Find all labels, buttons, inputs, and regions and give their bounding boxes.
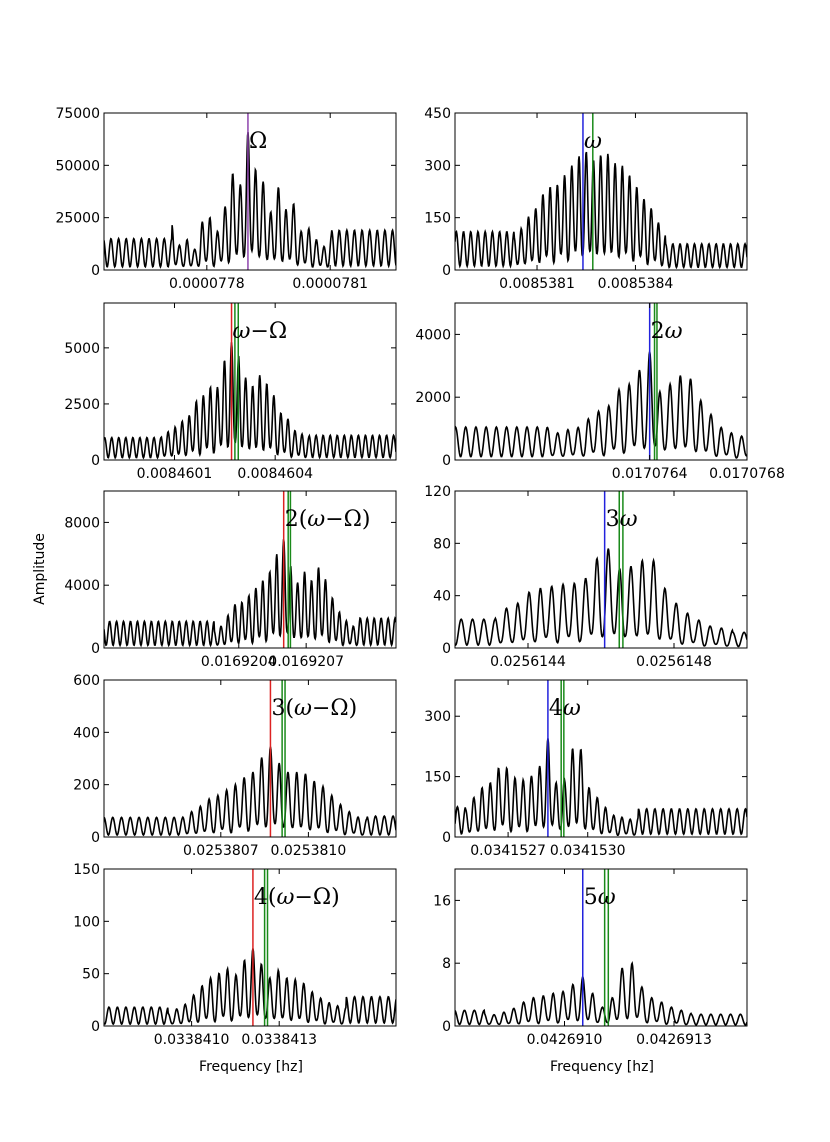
panel-6: 0 40 80 120 0.0256144 0.0256148 3ω bbox=[424, 484, 748, 670]
axes-frame bbox=[454, 302, 748, 461]
x-axis-label-right: Frequency [hz] bbox=[550, 1059, 654, 1075]
x-tick-label: 0.0256148 bbox=[636, 654, 712, 670]
y-tick-label: 200 bbox=[73, 778, 100, 794]
y-tick-label: 0 bbox=[91, 453, 100, 469]
panel-7: 0 200 400 600 0.0253807 0.0253810 3(ω−Ω) bbox=[73, 673, 397, 859]
y-tick-label: 8 bbox=[442, 956, 451, 972]
peak-annotation: 5ω bbox=[584, 885, 616, 910]
y-tick-label: 50000 bbox=[55, 158, 100, 174]
y-tick-label: 400 bbox=[73, 725, 100, 741]
panel-10: 0 8 16 0.0426910 0.0426913 5ω bbox=[433, 868, 748, 1048]
y-tick-label: 300 bbox=[424, 158, 451, 174]
y-tick-label: 2500 bbox=[64, 397, 100, 413]
peak-annotation: Ω bbox=[249, 129, 267, 154]
x-axis-label-left: Frequency [hz] bbox=[199, 1059, 303, 1075]
x-tick-label: 0.0000781 bbox=[292, 276, 368, 292]
x-tick-label: 0.0338413 bbox=[241, 1032, 317, 1048]
x-tick-label: 0.0169207 bbox=[268, 654, 344, 670]
y-tick-label: 80 bbox=[433, 536, 451, 552]
y-tick-label: 5000 bbox=[64, 341, 100, 357]
x-tick-label: 0.0000778 bbox=[169, 276, 245, 292]
y-tick-label: 25000 bbox=[55, 211, 100, 227]
y-tick-label: 0 bbox=[442, 263, 451, 279]
y-tick-label: 100 bbox=[73, 914, 100, 930]
y-tick-label: 8000 bbox=[64, 515, 100, 531]
x-tick-label: 0.0256144 bbox=[490, 654, 566, 670]
x-tick-label: 0.0426913 bbox=[636, 1032, 712, 1048]
y-tick-label: 16 bbox=[433, 893, 451, 909]
x-tick-label: 0.0341530 bbox=[550, 843, 626, 859]
peak-annotation: 2(ω−Ω) bbox=[285, 507, 371, 532]
y-tick-label: 0 bbox=[91, 830, 100, 846]
x-tick-label: 0.0253810 bbox=[271, 843, 347, 859]
x-tick-label: 0.0426910 bbox=[527, 1032, 603, 1048]
spectrum-line bbox=[104, 746, 396, 837]
y-tick-label: 150 bbox=[73, 862, 100, 878]
peak-annotation: 3(ω−Ω) bbox=[271, 696, 357, 721]
spectrum-line bbox=[455, 351, 747, 459]
spectrum-line bbox=[455, 151, 747, 270]
x-tick-label: 0.0085384 bbox=[598, 276, 674, 292]
axes-frame bbox=[454, 868, 748, 1027]
x-tick-label: 0.0169204 bbox=[201, 654, 277, 670]
axes-frame bbox=[454, 679, 748, 838]
y-tick-label: 0 bbox=[442, 1019, 451, 1035]
y-tick-label: 0 bbox=[91, 1019, 100, 1035]
y-tick-label: 450 bbox=[424, 106, 451, 122]
panel-9: 0 50 100 150 0.0338410 0.0338413 4(ω−Ω) bbox=[73, 862, 397, 1048]
y-tick-label: 120 bbox=[424, 484, 451, 500]
axes-frame bbox=[103, 490, 397, 649]
y-tick-label: 150 bbox=[424, 211, 451, 227]
x-tick-label: 0.0084604 bbox=[237, 466, 313, 482]
y-tick-label: 150 bbox=[424, 770, 451, 786]
axes-frame bbox=[103, 112, 397, 271]
y-tick-label: 4000 bbox=[64, 578, 100, 594]
y-tick-label: 0 bbox=[442, 830, 451, 846]
y-tick-label: 40 bbox=[433, 589, 451, 605]
spectrum-line bbox=[104, 948, 396, 1026]
peak-annotation: ω bbox=[584, 129, 602, 154]
y-tick-label: 300 bbox=[424, 709, 451, 725]
peak-annotation: 2ω bbox=[651, 319, 683, 344]
spectrum-line bbox=[455, 738, 747, 837]
y-tick-label: 4000 bbox=[415, 327, 451, 343]
axes-frame bbox=[103, 679, 397, 838]
y-tick-label: 0 bbox=[91, 263, 100, 279]
x-tick-label: 0.0341527 bbox=[470, 843, 546, 859]
y-tick-label: 0 bbox=[442, 453, 451, 469]
y-tick-label: 2000 bbox=[415, 390, 451, 406]
axes-frame bbox=[454, 112, 748, 271]
y-tick-label: 75000 bbox=[55, 106, 100, 122]
axes-frame bbox=[103, 302, 397, 461]
y-tick-label: 0 bbox=[91, 641, 100, 657]
panel-3: 0 2500 5000 0.0084601 0.0084604 ω−Ω bbox=[64, 302, 397, 482]
panel-2: 0 150 300 450 0.0085381 0.0085384 ω bbox=[424, 106, 748, 292]
spectrum-line bbox=[104, 342, 396, 460]
y-axis-label: Amplitude bbox=[32, 533, 48, 605]
peak-annotation: 3ω bbox=[606, 507, 638, 532]
x-tick-label: 0.0170764 bbox=[612, 466, 688, 482]
x-tick-label: 0.0253807 bbox=[183, 843, 259, 859]
axes-frame bbox=[454, 490, 748, 649]
axes-frame bbox=[103, 868, 397, 1027]
spectrum-line bbox=[104, 132, 396, 269]
peak-annotation: 4ω bbox=[549, 696, 581, 721]
y-tick-label: 0 bbox=[442, 641, 451, 657]
panel-8: 0 150 300 0.0341527 0.0341530 4ω bbox=[424, 679, 748, 859]
panel-4: 0 2000 4000 0.0170764 0.0170768 2ω bbox=[415, 302, 785, 482]
y-tick-label: 600 bbox=[73, 673, 100, 689]
peak-annotation: ω−Ω bbox=[233, 319, 288, 344]
x-tick-label: 0.0170768 bbox=[709, 466, 785, 482]
x-tick-label: 0.0084601 bbox=[137, 466, 213, 482]
peak-annotation: 4(ω−Ω) bbox=[254, 885, 340, 910]
panel-1: 0 25000 50000 75000 0.0000778 0.0000781 Ω bbox=[55, 106, 397, 292]
x-tick-label: 0.0085381 bbox=[499, 276, 575, 292]
y-tick-label: 50 bbox=[82, 967, 100, 983]
x-tick-label: 0.0338410 bbox=[154, 1032, 230, 1048]
spectrum-line bbox=[455, 548, 747, 648]
spectrum-line bbox=[104, 539, 396, 648]
spectrum-line bbox=[455, 960, 747, 1026]
